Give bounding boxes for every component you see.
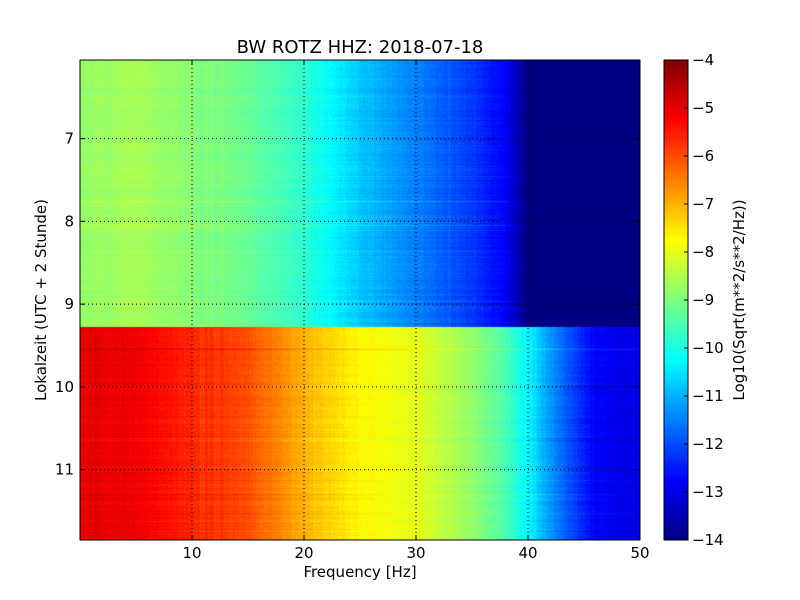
colorbar-tick-label: −10 (692, 339, 724, 357)
x-tick-label: 30 (406, 544, 425, 562)
y-axis-ticks: 7 8 9 10 11 (55, 130, 640, 479)
y-tick-label: 8 (64, 212, 74, 230)
x-tick-label: 50 (630, 544, 649, 562)
x-tick-label: 10 (182, 544, 201, 562)
plot-frame (79, 59, 641, 541)
x-tick-label: 20 (294, 544, 313, 562)
colorbar-tick-label: −8 (692, 243, 714, 261)
x-axis-label: Frequency [Hz] (303, 563, 416, 581)
y-tick-label: 10 (55, 378, 74, 396)
spectrogram-plot (80, 60, 640, 540)
y-axis-label: Lokalzeit (UTC + 2 Stunde) (32, 199, 50, 401)
colorbar-ticks: −4 −5 −6 −7 −8 −9 −10 −11 −12 −13 −14 (684, 51, 724, 549)
chart-title: BW ROTZ HHZ: 2018-07-18 (237, 37, 484, 58)
x-tick-label: 40 (518, 544, 537, 562)
y-tick-label: 7 (64, 130, 74, 148)
colorbar-tick-label: −11 (692, 387, 724, 405)
colorbar-tick-label: −7 (692, 195, 714, 213)
y-tick-label: 9 (64, 295, 74, 313)
colorbar-tick-label: −6 (692, 147, 714, 165)
colorbar-tick-label: −14 (692, 531, 724, 549)
y-tick-label: 11 (55, 461, 74, 479)
grid-lines (80, 60, 640, 540)
colorbar-tick-label: −5 (692, 99, 714, 117)
spectrogram-heatmap (80, 60, 640, 540)
colorbar-tick-label: −13 (692, 483, 724, 501)
colorbar-tick-label: −4 (692, 51, 714, 69)
colorbar-tick-label: −12 (692, 435, 724, 453)
colorbar-tick-label: −9 (692, 291, 714, 309)
colorbar-label: Log10(Sqrt(m**2/s**2/Hz)) (730, 199, 748, 400)
x-axis-ticks: 10 20 30 40 50 (182, 60, 650, 562)
colorbar: −4 −5 −6 −7 −8 −9 −10 −11 −12 −13 −14 (663, 51, 724, 549)
